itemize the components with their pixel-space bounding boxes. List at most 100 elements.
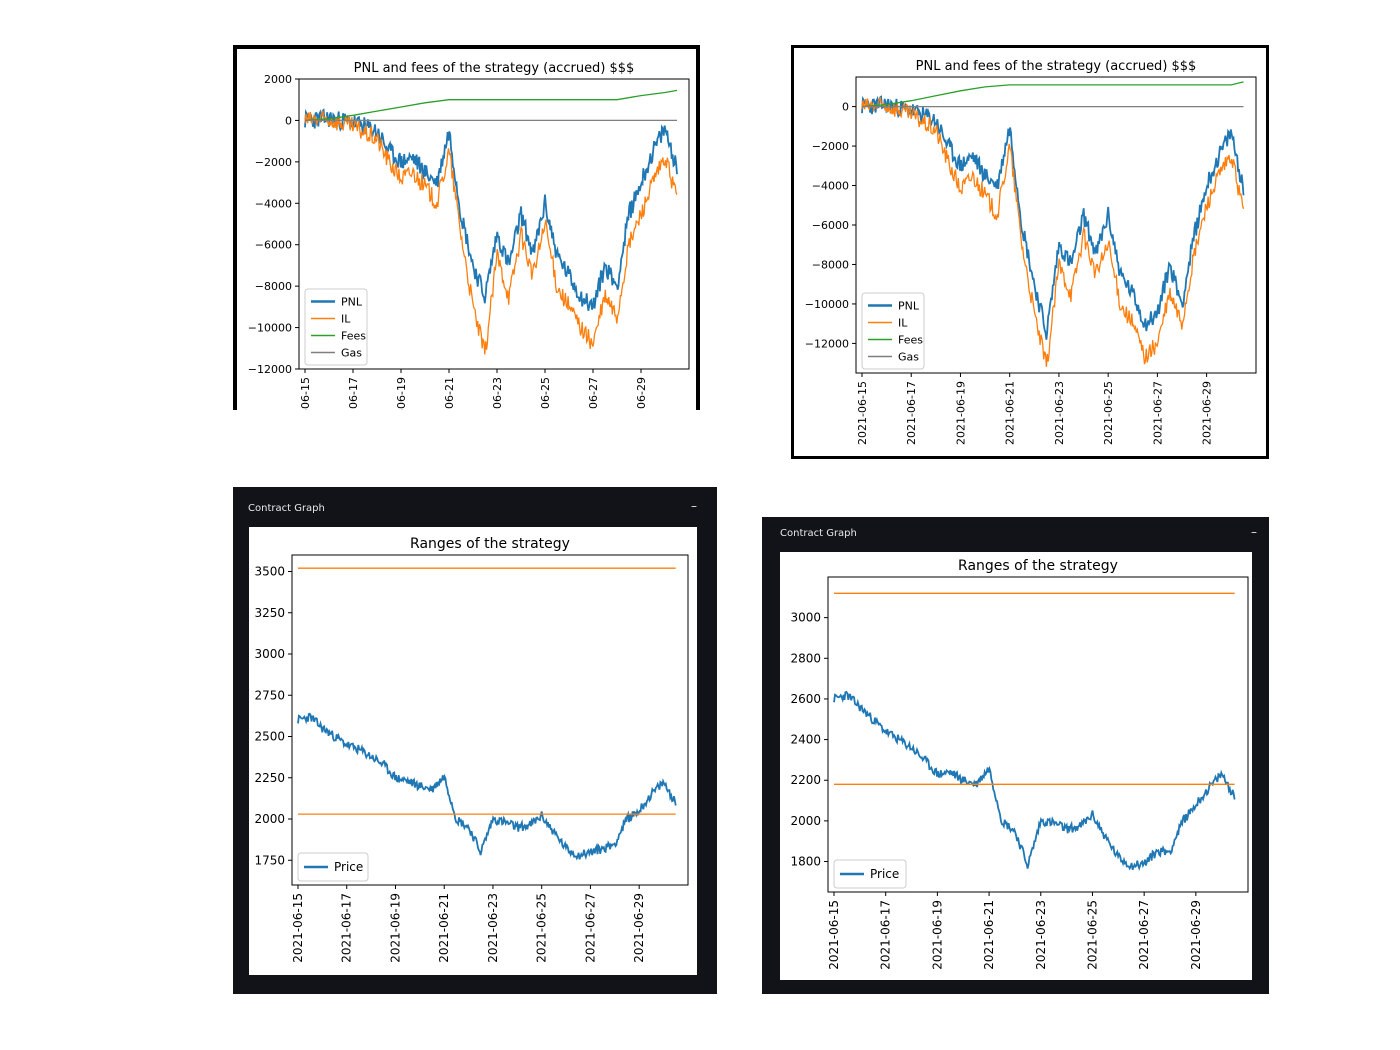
panel-title: Contract Graph [780, 528, 857, 539]
panel-title: Contract Graph [248, 503, 325, 514]
legend-label: Gas [341, 347, 362, 360]
axes-frame [827, 576, 1249, 893]
x-tick-label: 2021-06-27 [1137, 900, 1151, 970]
series-line-pnl [304, 108, 678, 311]
legend-label: Gas [898, 351, 919, 364]
x-tick-label: 2021-06-23 [486, 893, 500, 963]
x-tick-label: 06-23 [491, 377, 504, 409]
minimize-icon[interactable]: – [691, 499, 697, 513]
x-tick-label: 06-29 [635, 377, 648, 409]
y-tick-label: 2800 [790, 651, 821, 665]
series-line-pnl [861, 95, 1245, 340]
x-tick-label: 2021-06-17 [879, 900, 893, 970]
y-tick-label: −6000 [255, 239, 292, 252]
y-tick-label: 3250 [254, 606, 285, 620]
y-tick-label: −12000 [248, 363, 292, 376]
pnl-chart-2: PNL and fees of the strategy (accrued) $… [805, 59, 1257, 445]
y-tick-label: −2000 [255, 156, 292, 169]
y-tick-label: 3000 [254, 647, 285, 661]
x-tick-label: 06-27 [587, 377, 600, 409]
chart-title: PNL and fees of the strategy (accrued) $… [354, 61, 635, 76]
x-tick-label: 2021-06-25 [1102, 381, 1115, 445]
legend-label: PNL [341, 296, 363, 309]
chart-title: Ranges of the strategy [410, 536, 570, 552]
x-tick-label: 2021-06-17 [340, 893, 354, 963]
x-tick-label: 06-17 [347, 377, 360, 409]
legend-label: Price [334, 860, 363, 874]
y-tick-label: 2500 [254, 730, 285, 744]
x-tick-label: 2021-06-15 [827, 900, 841, 970]
ranges-chart-2: Ranges of the strategy 1800 2000 2200 2400 26… [790, 558, 1249, 970]
axes-frame [298, 78, 690, 370]
y-tick-label: −4000 [812, 180, 849, 193]
y-tick-label: 0 [285, 114, 292, 127]
x-tick-label: -06-15 [299, 377, 312, 410]
x-tick-label: 2021-06-17 [905, 381, 918, 445]
x-tick-label: 2021-06-25 [535, 893, 549, 963]
y-tick-label: −8000 [812, 258, 849, 271]
legend-label: Fees [341, 330, 366, 343]
series-line-il [304, 110, 678, 355]
series-line-il [861, 97, 1245, 367]
series-line-price [297, 712, 677, 861]
x-tick-label: 2021-06-23 [1053, 381, 1066, 445]
y-tick-label: 2250 [254, 771, 285, 785]
x-tick-label: 2021-06-15 [291, 893, 305, 963]
x-tick-label: -06-19 [395, 377, 408, 410]
chart-title: Ranges of the strategy [958, 558, 1118, 574]
x-tick-label: 2021-06-19 [388, 893, 402, 963]
x-tick-label: 2021-06-29 [1201, 381, 1214, 445]
chart-title: PNL and fees of the strategy (accrued) $… [916, 59, 1197, 74]
x-tick-label: 2021-06-27 [583, 893, 597, 963]
legend-label: Fees [898, 334, 923, 347]
x-tick-label: 2021-06-19 [954, 381, 967, 445]
y-tick-label: −2000 [812, 140, 849, 153]
x-tick-label: 2021-06-25 [1085, 900, 1099, 970]
y-tick-label: 3500 [254, 565, 285, 579]
y-tick-label: 1750 [254, 853, 285, 867]
y-tick-label: −4000 [255, 197, 292, 210]
y-tick-label: 3000 [790, 611, 821, 625]
y-tick-label: 2600 [790, 692, 821, 706]
legend-box [297, 852, 369, 882]
chart-frame-2: PNL and fees of the strategy (accrued) $… [791, 45, 1269, 459]
x-tick-label: 2021-06-21 [982, 900, 996, 970]
y-tick-label: −8000 [255, 280, 292, 293]
y-tick-label: 2400 [790, 733, 821, 747]
legend-box [861, 292, 925, 370]
legend-label: Price [870, 867, 899, 881]
x-tick-label: 2021-06-23 [1034, 900, 1048, 970]
x-tick-label: 2021-06-29 [1189, 900, 1203, 970]
series-line-fees [304, 89, 678, 122]
legend-label: PNL [898, 300, 920, 313]
minimize-icon[interactable]: – [1251, 525, 1257, 539]
y-tick-label: 2750 [254, 688, 285, 702]
y-tick-label: −12000 [805, 337, 849, 350]
chart-frame-1: PNL and fees of the strategy (accrued) $… [233, 45, 700, 413]
x-tick-label: 06-21 [443, 377, 456, 409]
x-tick-label: 2021-06-21 [1004, 381, 1017, 445]
series-line-price [833, 690, 1236, 872]
x-tick-label: 06-25 [539, 377, 552, 409]
y-tick-label: 2000 [264, 73, 292, 86]
x-tick-label: 2021-06-29 [632, 893, 646, 963]
x-tick-label: 2021-06-15 [856, 381, 869, 445]
legend-box [833, 859, 907, 889]
legend-label: IL [341, 313, 351, 326]
y-tick-label: −6000 [812, 219, 849, 232]
x-tick-label: 2021-06-19 [930, 900, 944, 970]
ranges-chart-1: Ranges of the strategy 1750 2000 2250 2500 27… [254, 536, 689, 963]
legend-box [304, 288, 368, 366]
y-tick-label: 2200 [790, 773, 821, 787]
y-tick-label: 2000 [790, 814, 821, 828]
legend-label: IL [898, 317, 908, 330]
x-tick-label: 2021-06-27 [1151, 381, 1164, 445]
contract-graph-panel-2: Contract Graph – Ranges of the strategy 1… [762, 517, 1269, 994]
pnl-chart-1: PNL and fees of the strategy (accrued) $… [248, 61, 690, 413]
contract-graph-panel-1: Contract Graph – Ranges of the strategy 1… [233, 487, 717, 994]
x-tick-label: 2021-06-21 [437, 893, 451, 963]
series-line-fees [861, 81, 1244, 108]
y-tick-label: 2000 [254, 812, 285, 826]
y-tick-label: 0 [842, 101, 849, 114]
axes-frame [291, 554, 689, 886]
